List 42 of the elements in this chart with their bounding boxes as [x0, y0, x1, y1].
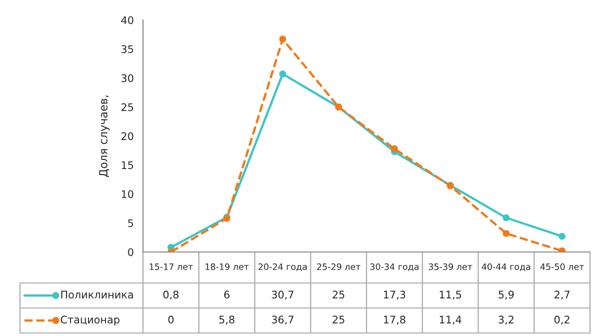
x-tick-label: 40-44 года: [482, 263, 530, 272]
x-tick-label: 30-34 года: [370, 263, 418, 272]
y-tick-label: 5: [128, 219, 134, 228]
data-label: 30,7: [272, 290, 294, 300]
y-tick-label: 15: [122, 161, 134, 170]
y-axis-title: Доля случаев,: [99, 96, 110, 177]
y-tick-label: 0: [128, 248, 134, 256]
data-label: 2,7: [554, 290, 570, 300]
data-label: 5,9: [498, 290, 514, 300]
y-tick-label: 30: [122, 74, 134, 82]
y-tick-label: 25: [121, 103, 134, 112]
data-label: 17,3: [384, 290, 406, 300]
data-label: 36,7: [272, 316, 294, 325]
point: [279, 36, 286, 43]
data-label: 5,8: [219, 316, 234, 325]
data-label: 25: [332, 290, 344, 299]
x-tick-label: 15-17 лет: [150, 264, 193, 270]
legend-label: Поликлиника: [61, 290, 133, 299]
y-tick-label: 40: [121, 16, 134, 24]
x-tick-label: 35-39 лет: [428, 263, 472, 270]
data-label: 3,2: [498, 316, 514, 325]
data-label: 0: [168, 316, 174, 324]
data-label: 17,8: [384, 316, 406, 325]
data-label: 0,2: [554, 316, 570, 325]
point: [502, 230, 510, 237]
point: [502, 214, 510, 222]
x-tick-label: 18-19 лет: [206, 263, 249, 270]
x-tick-label: 20-24 года: [258, 263, 307, 272]
data-label: 11,4: [440, 316, 462, 325]
point: [558, 232, 566, 240]
data-label: 11,5: [440, 290, 461, 300]
data-label: 25: [332, 316, 344, 324]
point: [390, 145, 398, 152]
x-tick-label: 25-29 лет: [317, 263, 360, 270]
point: [279, 70, 286, 78]
y-tick-label: 10: [122, 190, 134, 198]
y-tick-label: 35: [122, 45, 134, 54]
y-tick-label: 20: [121, 132, 134, 140]
data-label: 6: [224, 290, 230, 299]
data-label: 0,8: [163, 290, 179, 300]
x-tick-label: 45-50 лет: [540, 263, 584, 270]
legend-label: Стационар: [60, 316, 120, 326]
